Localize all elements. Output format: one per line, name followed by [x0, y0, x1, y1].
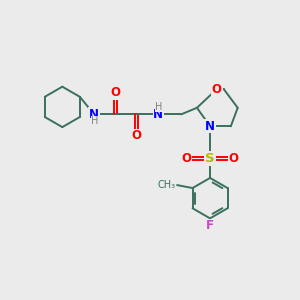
Text: N: N	[153, 108, 163, 121]
Text: O: O	[132, 129, 142, 142]
Text: N: N	[205, 120, 215, 133]
Text: O: O	[212, 82, 222, 96]
Text: S: S	[205, 152, 215, 165]
Text: F: F	[206, 219, 214, 232]
Text: H: H	[154, 102, 162, 112]
Text: H: H	[91, 116, 98, 126]
Text: O: O	[181, 152, 191, 165]
Text: N: N	[89, 108, 99, 121]
Text: O: O	[229, 152, 239, 165]
Text: CH₃: CH₃	[157, 180, 175, 190]
Text: O: O	[111, 86, 121, 99]
